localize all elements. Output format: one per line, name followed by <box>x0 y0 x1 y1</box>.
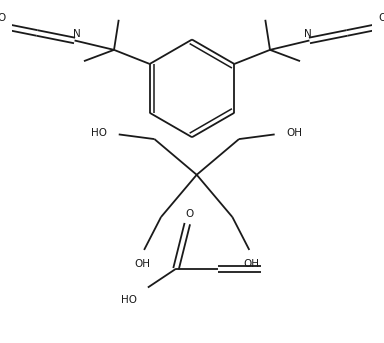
Text: O: O <box>0 13 5 23</box>
Text: OH: OH <box>286 128 302 138</box>
Text: O: O <box>185 209 193 219</box>
Text: O: O <box>379 13 384 23</box>
Text: OH: OH <box>134 259 150 269</box>
Text: HO: HO <box>121 295 137 305</box>
Text: OH: OH <box>243 259 259 269</box>
Text: N: N <box>304 29 311 39</box>
Text: N: N <box>73 29 80 39</box>
Text: HO: HO <box>91 128 108 138</box>
